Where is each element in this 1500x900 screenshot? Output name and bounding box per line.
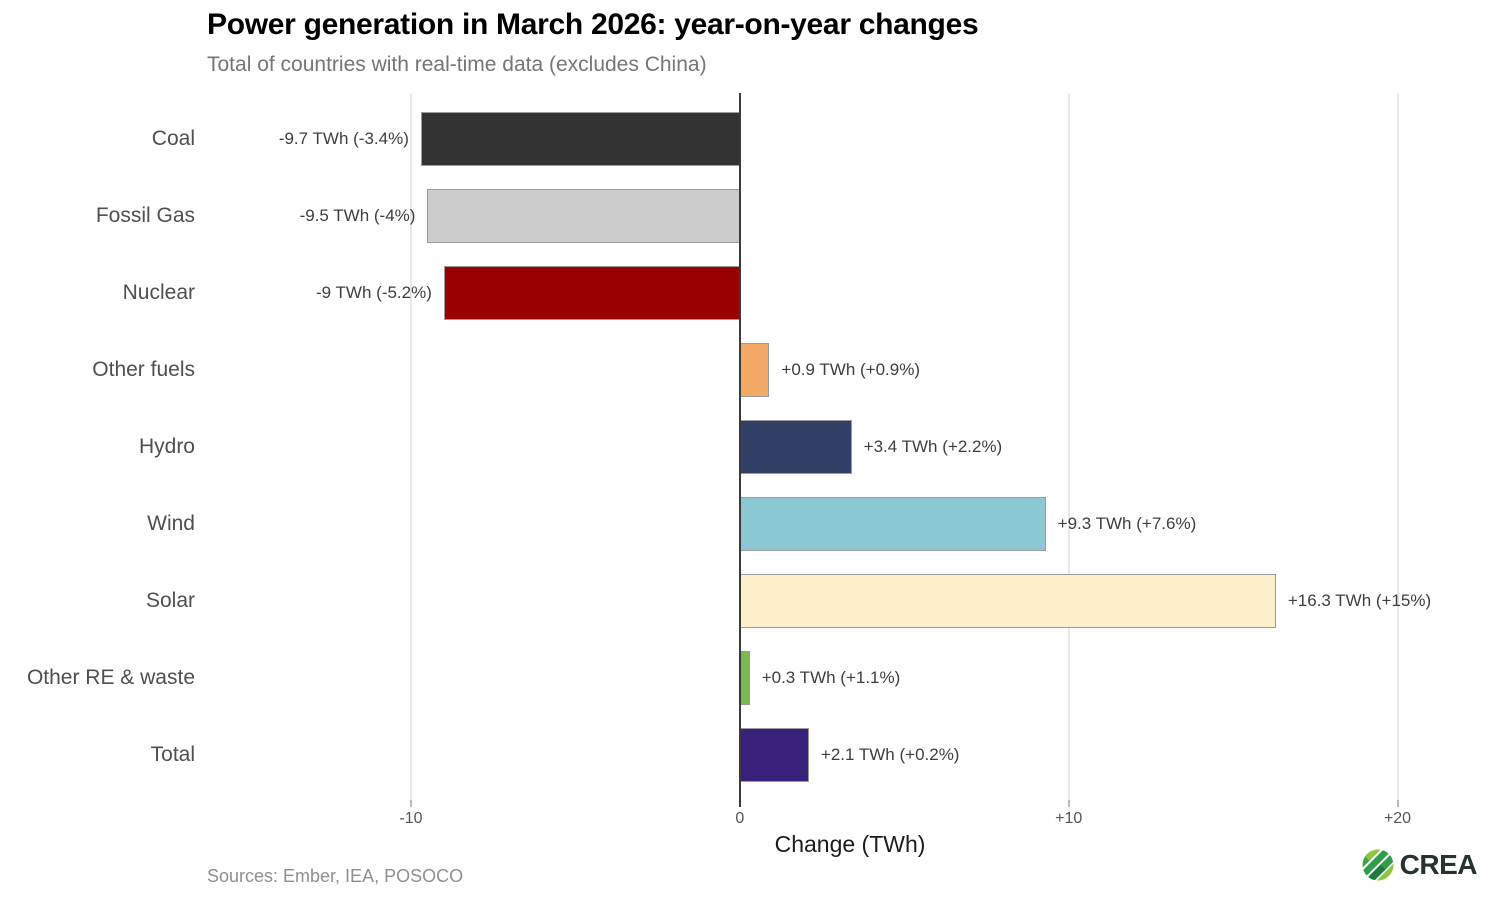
bar	[739, 574, 1276, 628]
x-gridline	[1396, 93, 1399, 800]
sources-note: Sources: Ember, IEA, POSOCO	[207, 866, 464, 886]
bar-value-label: +3.4 TWh (+2.2%)	[863, 437, 1003, 456]
bar-value-label: +16.3 TWh (+15%)	[1287, 591, 1432, 610]
x-axis-title: Change (TWh)	[774, 831, 926, 857]
x-tick-mark	[409, 800, 412, 807]
bar-value-label: +2.1 TWh (+0.2%)	[820, 745, 960, 764]
x-tick-label: 0	[735, 810, 745, 827]
x-tick-label: +10	[1055, 810, 1083, 827]
x-tick-mark	[738, 800, 741, 807]
bar	[739, 728, 809, 782]
bar	[739, 343, 770, 397]
x-gridline	[409, 93, 412, 800]
category-label: Hydro	[138, 435, 195, 458]
bar-value-label: -9 TWh (-5.2%)	[316, 283, 432, 302]
x-tick-mark	[1396, 800, 1399, 807]
crea-logo-icon	[1362, 849, 1394, 881]
category-label: Other RE & waste	[26, 666, 195, 689]
x-tick-label: +20	[1383, 810, 1412, 827]
plot-panel: -9.7 TWh (-3.4%) -9.5 TWh (-4%) -9 TWh (-5…	[240, 93, 1460, 800]
category-label: Coal	[151, 127, 195, 150]
bar-value-label: -9.5 TWh (-4%)	[299, 206, 416, 225]
category-label: Wind	[147, 512, 195, 535]
crea-logo-text: CREA	[1399, 849, 1478, 880]
category-label: Other fuels	[92, 358, 195, 381]
bar	[420, 112, 740, 166]
bar	[427, 189, 740, 243]
bar-value-label: +9.3 TWh (+7.6%)	[1057, 514, 1197, 533]
x-tick-mark	[1067, 800, 1070, 807]
bar	[443, 266, 740, 320]
bar	[739, 651, 750, 705]
x-gridline	[1067, 93, 1070, 800]
category-label: Solar	[145, 589, 195, 612]
category-label: Nuclear	[122, 281, 195, 304]
category-label: Fossil Gas	[95, 204, 195, 227]
crea-logo: CREA	[1362, 849, 1478, 881]
chart-title: Power generation in March 2026: year-on-…	[207, 8, 979, 41]
bar-value-label: +0.3 TWh (+1.1%)	[761, 668, 901, 687]
bar-value-label: -9.7 TWh (-3.4%)	[278, 129, 409, 148]
x-tick-label: -10	[399, 810, 423, 827]
chart-subtitle: Total of countries with real-time data (…	[207, 53, 707, 76]
category-label: Total	[150, 743, 195, 766]
bar-value-label: +0.9 TWh (+0.9%)	[781, 360, 921, 379]
bar	[739, 497, 1046, 551]
zero-axis-line	[738, 93, 741, 800]
bar	[739, 420, 852, 474]
